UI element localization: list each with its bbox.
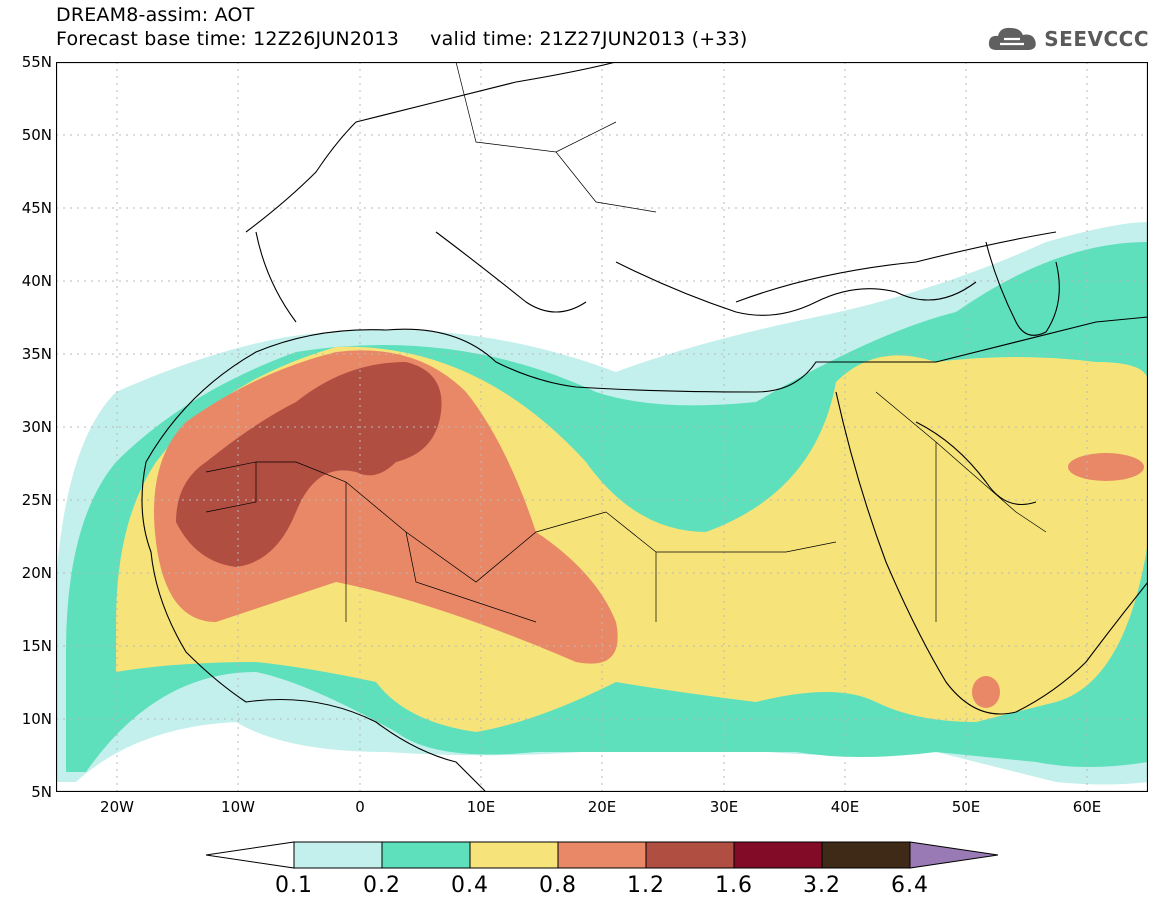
colorbar-label-6.4: 6.4 [891, 873, 929, 898]
lon-label-20e: 20E [587, 798, 617, 816]
lon-label-10w: 10W [221, 798, 255, 816]
lon-label-10e: 10E [466, 798, 496, 816]
colorbar-swatch-0.2 [381, 841, 471, 869]
borders [205, 61, 1047, 623]
colorbar-label-1.6: 1.6 [715, 873, 753, 898]
lon-label-60e: 60E [1072, 798, 1102, 816]
colorbar-swatch-3.2 [821, 841, 911, 869]
colorbar-swatch-0.1 [293, 841, 383, 869]
lon-label-50e: 50E [951, 798, 981, 816]
colorbar-max-arrow [909, 841, 998, 869]
cloud-icon [989, 27, 1036, 50]
map-canvas [55, 61, 1149, 793]
colorbar [206, 841, 998, 869]
colorbar-label-0.2: 0.2 [363, 873, 401, 898]
seevccc-logo: SEEVCCC [986, 22, 1149, 56]
logo-text: SEEVCCC [1044, 27, 1149, 51]
aot-map [55, 61, 1149, 793]
lat-label-55n: 55N [21, 53, 52, 71]
colorbar-min-arrow [206, 841, 295, 869]
lat-label-10n: 10N [21, 710, 52, 728]
aot-band-1.2 [176, 362, 442, 567]
lon-label-40e: 40E [830, 798, 860, 816]
colorbar-label-0.8: 0.8 [539, 873, 577, 898]
lat-label-35n: 35N [21, 345, 52, 363]
forecast-time-subtitle: Forecast base time: 12Z26JUN2013 valid t… [56, 28, 748, 50]
lat-label-5n: 5N [31, 783, 52, 801]
lat-label-15n: 15N [21, 637, 52, 655]
chart-title: DREAM8-assim: AOT [56, 4, 255, 26]
colorbar-label-0.1: 0.1 [275, 873, 313, 898]
colorbar-label-0.4: 0.4 [451, 873, 489, 898]
colorbar-label-3.2: 3.2 [803, 873, 841, 898]
lat-label-25n: 25N [21, 491, 52, 509]
colorbar-swatch-0.4 [469, 841, 559, 869]
lat-label-45n: 45N [21, 199, 52, 217]
colorbar-label-1.2: 1.2 [627, 873, 665, 898]
graticule [56, 62, 1148, 792]
lat-label-40n: 40N [21, 272, 52, 290]
lat-label-20n: 20N [21, 564, 52, 582]
lon-label-30e: 30E [709, 798, 739, 816]
lat-label-50n: 50N [21, 126, 52, 144]
colorbar-swatch-0.8 [557, 841, 647, 869]
lon-label-20w: 20W [100, 798, 134, 816]
coastlines [141, 61, 1149, 793]
lat-label-30n: 30N [21, 418, 52, 436]
colorbar-swatch-1.6 [733, 841, 823, 869]
aot-patch-0.8-yemen [972, 676, 1000, 708]
aot-patch-0.8-east [1068, 453, 1144, 481]
lon-label-0: 0 [355, 798, 365, 816]
colorbar-swatch-1.2 [645, 841, 735, 869]
